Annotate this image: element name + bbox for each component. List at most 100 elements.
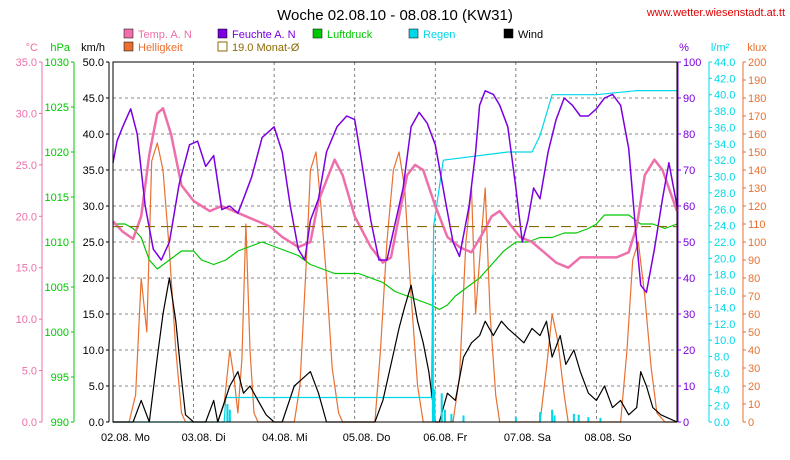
humidity-tick-label: 0 <box>683 417 689 429</box>
temp-tick-label: 15.0 <box>16 263 37 275</box>
left-axes: °C 0.0 5.0 10.0 15.0 20.0 25.0 30.0 35.0 hPa 990 99… <box>16 42 110 429</box>
legend-label: 19.0 Monat-Ø <box>232 42 300 54</box>
plot-frame <box>112 61 678 423</box>
brightness-tick-label: 40 <box>748 345 760 357</box>
wind-tick-label: 15.0 <box>83 309 104 321</box>
legend-label: Feuchte A. N <box>232 29 296 41</box>
brightness-tick-label: 0 <box>748 417 754 429</box>
brightness-tick-label: 110 <box>748 219 766 231</box>
rain-tick-label: 42.0 <box>714 73 735 85</box>
chart-title: Woche 02.08.10 - 08.08.10 (KW31) <box>277 7 513 24</box>
series-wind <box>113 277 678 423</box>
humidity-tick-label: 20 <box>683 345 695 357</box>
series-temp <box>112 107 679 269</box>
rain-tick-label: 10.0 <box>714 335 735 347</box>
rain-tick-label: 40.0 <box>714 90 735 102</box>
x-tick-label: 06.08. Fr <box>423 432 467 444</box>
rain-bar <box>440 393 443 422</box>
rain-tick-label: 36.0 <box>714 122 735 134</box>
temp-tick-label: 25.0 <box>16 160 37 172</box>
wind-tick-label: 30.0 <box>83 201 104 213</box>
brightness-tick-label: 20 <box>748 381 760 393</box>
brightness-tick-label: 200 <box>748 57 766 69</box>
rain-bar <box>450 413 453 422</box>
legend-label: Wind <box>518 29 543 41</box>
series-pressure <box>113 214 678 311</box>
humidity-tick-label: 70 <box>683 165 695 177</box>
legend-item-humidity: Feuchte A. N <box>217 28 296 41</box>
brightness-axis-unit: klux <box>747 42 767 54</box>
pressure-tick-label: 1015 <box>45 192 69 204</box>
rain-bar <box>514 417 517 422</box>
humidity-tick-label: 90 <box>683 93 695 105</box>
wind-tick-label: 50.0 <box>83 57 104 69</box>
wind-tick-label: 0.0 <box>89 417 104 429</box>
brightness-tick-label: 130 <box>748 183 766 195</box>
series-humidity <box>112 90 678 294</box>
rain-tick-label: 30.0 <box>714 172 735 184</box>
rain-tick-label: 8.0 <box>714 352 729 364</box>
rain-tick-label: 22.0 <box>714 237 735 249</box>
rain-tick-label: 18.0 <box>714 270 735 282</box>
rain-bar <box>462 415 465 422</box>
rain-tick-label: 26.0 <box>714 204 735 216</box>
rain-tick-label: 0.0 <box>714 417 729 429</box>
wind-tick-label: 10.0 <box>83 345 104 357</box>
series-layer <box>112 89 679 423</box>
rain-tick-label: 38.0 <box>714 106 735 118</box>
humidity-tick-label: 100 <box>683 57 701 69</box>
pressure-axis-unit: hPa <box>50 42 70 54</box>
temp-tick-label: 10.0 <box>16 314 37 326</box>
temp-tick-label: 0.0 <box>22 417 37 429</box>
legend-swatch <box>123 28 134 39</box>
pressure-tick-label: 995 <box>51 372 69 384</box>
brightness-tick-label: 10 <box>748 399 760 411</box>
rain-bar <box>572 413 575 422</box>
temp-tick-label: 35.0 <box>16 57 37 69</box>
wind-tick-label: 25.0 <box>83 237 104 249</box>
legend-swatch <box>503 28 514 39</box>
rain-tick-label: 6.0 <box>714 368 729 380</box>
rain-bar <box>433 389 436 422</box>
x-tick-label: 02.08. Mo <box>101 432 150 444</box>
rain-tick-label: 34.0 <box>714 139 735 151</box>
temp-tick-label: 30.0 <box>16 108 37 120</box>
brightness-tick-label: 170 <box>748 111 766 123</box>
legend-swatch <box>123 41 134 52</box>
legend-swatch <box>217 28 228 39</box>
brightness-tick-label: 70 <box>748 291 760 303</box>
wind-tick-label: 5.0 <box>89 381 104 393</box>
brightness-tick-label: 180 <box>748 93 766 105</box>
rain-bar <box>553 415 556 422</box>
legend-item-brightness: Helligkeit <box>123 41 183 54</box>
brightness-tick-label: 80 <box>748 273 760 285</box>
rain-bar <box>587 417 590 422</box>
rain-tick-label: 32.0 <box>714 155 735 167</box>
wind-tick-label: 20.0 <box>83 273 104 285</box>
series-rain <box>113 89 677 423</box>
rain-tick-label: 4.0 <box>714 384 729 396</box>
pressure-tick-label: 1020 <box>45 147 69 159</box>
legend-item-rain: Regen <box>408 28 455 41</box>
brightness-tick-label: 100 <box>748 237 766 249</box>
rain-tick-label: 14.0 <box>714 302 735 314</box>
legend-label: Helligkeit <box>138 42 183 54</box>
humidity-tick-label: 10 <box>683 381 695 393</box>
rain-bar <box>443 409 446 422</box>
pressure-tick-label: 1000 <box>45 327 69 339</box>
brightness-tick-label: 140 <box>748 165 766 177</box>
rain-tick-label: 28.0 <box>714 188 735 200</box>
brightness-tick-label: 90 <box>748 255 760 267</box>
pressure-tick-label: 1025 <box>45 102 69 114</box>
rain-tick-label: 12.0 <box>714 319 735 331</box>
humidity-tick-label: 80 <box>683 129 695 141</box>
brightness-tick-label: 190 <box>748 75 766 87</box>
rain-tick-label: 2.0 <box>714 401 729 413</box>
pressure-tick-label: 1010 <box>45 237 69 249</box>
x-tick-label: 08.08. So <box>584 432 631 444</box>
right-axes: %0102030405060708090100l/m²0.02.04.06.08… <box>677 42 767 429</box>
x-tick-label: 04.08. Mi <box>262 432 307 444</box>
rain-bar <box>539 412 542 422</box>
rain-tick-label: 16.0 <box>714 286 735 298</box>
